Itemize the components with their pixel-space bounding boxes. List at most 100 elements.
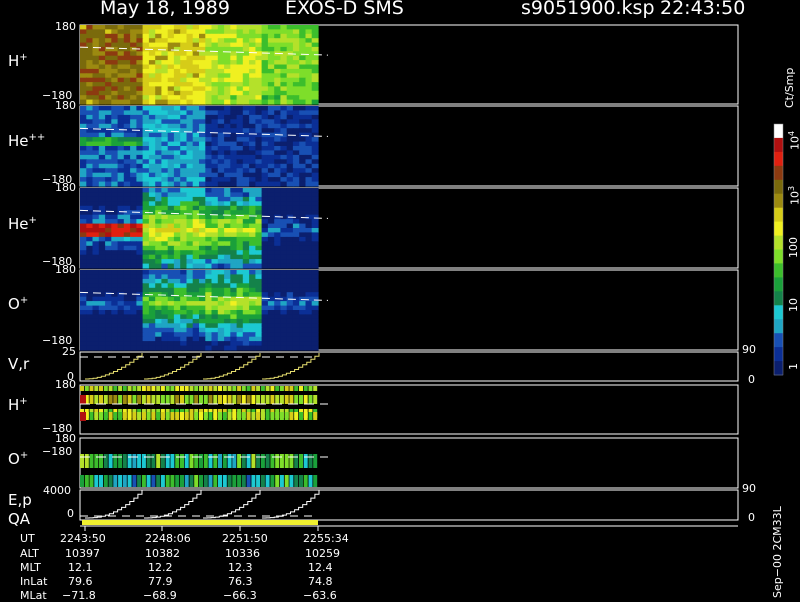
spectrogram-cell [274,38,282,44]
h-band-cell [165,395,170,404]
spectrogram-cell [173,219,181,225]
spectrogram-cell [136,150,144,156]
spectrogram-cell [136,110,144,116]
spectrogram-cell [249,55,256,61]
spectrogram-cell [105,232,112,238]
spectrogram-cell [142,283,150,289]
spectrogram-cell [230,259,238,265]
spectrogram-cell [261,196,269,202]
spectrogram-cell [111,154,119,160]
spectrogram-cell [142,250,150,256]
h-band-cell [94,386,99,391]
spectrogram-cell [292,106,300,111]
h-band-cell [151,412,156,420]
spectrogram-cell [249,214,256,220]
spectrogram-cell [130,327,137,333]
spectrogram-cell [205,250,213,256]
spectrogram-cell [92,219,100,225]
spectrogram-cell [280,196,288,202]
spectrogram-cell [267,86,275,92]
spectrogram-cell [242,301,250,307]
spectrogram-cell [80,205,87,211]
spectrogram-cell [305,214,313,220]
spectrogram-cell [267,68,275,74]
spectrogram-cell [86,232,94,238]
spectrogram-cell [155,38,163,44]
spectrogram-cell [130,274,137,280]
spectrogram-cell [199,38,206,44]
spectrogram-cell [242,177,250,183]
spectrogram-cell [92,110,100,116]
h-band-cell [260,395,265,404]
spectrogram-cell [311,196,319,202]
h-band-cell [218,395,222,404]
spectrogram-cell [155,86,163,92]
spectrogram-cell [305,254,313,260]
colorbar-swatch [774,361,783,376]
spectrogram-cell [230,38,238,44]
spectrogram-cell [274,323,282,329]
spectrogram-cell [80,201,87,207]
spectrogram-cell [105,223,112,229]
spectrogram-cell [173,159,181,165]
spectrogram-cell [255,51,263,57]
spectrogram-cell [211,336,219,342]
spectrogram-cell [230,51,238,57]
spectrogram-cell [249,278,256,284]
spectrogram-cell [123,296,131,302]
spectrogram-cell [249,168,256,174]
h-band-cell [184,395,189,404]
spectrogram-cell [192,250,200,256]
spectrogram-cell [161,119,169,125]
spectrogram-cell [267,250,275,256]
spectrogram-cell [136,201,144,207]
spectrogram-cell [117,245,125,251]
spectrogram-cell [267,51,275,57]
spectrogram-cell [292,278,300,284]
spectrogram-cell [205,283,213,289]
o-band-cell [84,475,89,487]
spectrogram-cell [161,38,169,44]
spectrogram-cell [280,77,288,83]
spectrogram-cell [136,214,144,220]
spectrogram-cell [117,146,125,151]
spectrogram-cell [180,219,188,225]
spectrogram-cell [105,46,112,52]
spectrogram-cell [80,192,87,198]
spectrogram-cell [142,323,150,329]
spectrogram-cell [111,292,119,298]
spectrogram-cell [224,310,231,315]
spectrogram-cell [230,232,238,238]
spectrogram-cell [80,345,87,351]
spectrogram-cell [236,332,244,338]
label-o-plus-2: O+ [8,450,29,468]
spectrogram-cell [255,327,263,333]
spectrogram-cell [123,181,131,187]
spectrogram-cell [186,250,194,256]
spectrogram-cell [136,274,144,280]
spectrogram-cell [211,236,219,242]
spectrogram-cell [236,232,244,238]
spectrogram-cell [205,232,213,238]
spectrogram-cell [180,95,188,101]
spectrogram-cell [274,201,282,207]
spectrogram-cell [211,223,219,229]
spectrogram-cell [111,159,119,165]
spectrogram-cell [255,55,263,61]
spectrogram-cell [255,33,263,39]
spectrogram-cell [136,114,144,120]
spectrogram-cell [105,181,112,187]
spectrogram-cell [98,323,106,329]
spectrogram-cell [236,270,244,275]
spectrogram-cell [249,42,256,48]
spectrogram-cell [186,77,194,83]
spectrogram-cell [292,51,300,57]
o-band-cell [141,454,146,468]
spectrogram-cell [142,154,150,160]
spectrogram-cell [217,123,225,129]
spectrogram-cell [148,250,156,256]
spectrogram-cell [299,236,307,242]
spectrogram-cell [286,64,294,70]
spectrogram-cell [98,278,106,284]
spectrogram-cell [130,259,137,265]
